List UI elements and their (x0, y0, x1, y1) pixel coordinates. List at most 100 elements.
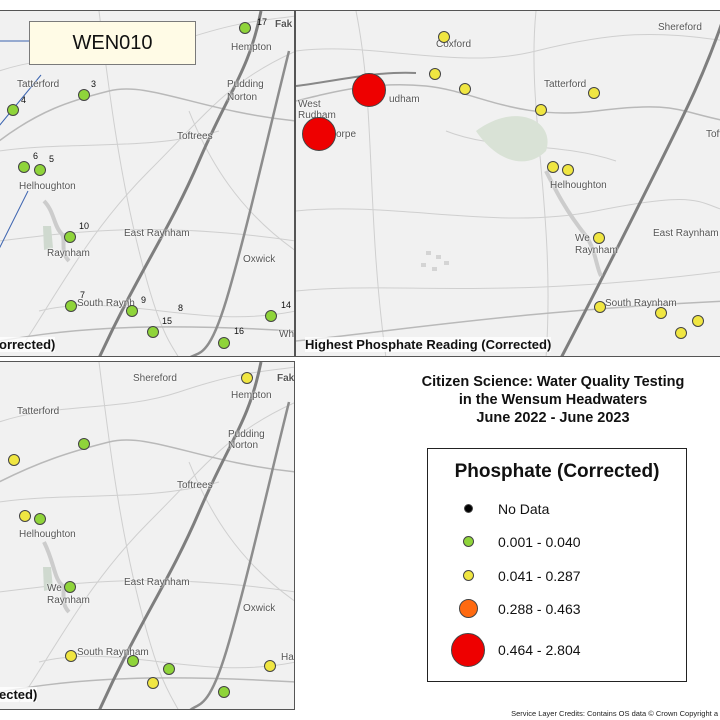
site-number-label: 7 (80, 290, 86, 300)
sample-site-marker[interactable] (147, 677, 159, 689)
site-number-label: 6 (33, 151, 39, 161)
legend-label: 0.464 - 2.804 (498, 642, 581, 658)
place-label: orpe (336, 129, 357, 140)
sample-site-marker[interactable] (429, 68, 441, 80)
place-label: Tatterford (17, 406, 60, 417)
base-map-bottom-left (0, 362, 294, 709)
place-label: We (47, 583, 62, 594)
place-label: East Raynham (124, 228, 190, 239)
sample-site-marker[interactable] (588, 87, 600, 99)
panel-caption: Highest Phosphate Reading (Corrected) (305, 337, 552, 352)
place-label: Raynham (47, 595, 90, 606)
sample-site-marker[interactable] (65, 650, 77, 662)
sample-site-marker[interactable] (241, 372, 253, 384)
place-label: We (575, 233, 590, 244)
legend-symbol (463, 570, 474, 581)
place-label: Tatterford (17, 79, 60, 90)
site-number-label: 17 (257, 17, 268, 27)
place-label: Shereford (658, 22, 702, 33)
sample-site-marker[interactable] (34, 513, 46, 525)
sample-site-marker[interactable] (562, 164, 574, 176)
place-label: Toftrees (177, 131, 213, 142)
sample-site-marker[interactable] (78, 89, 90, 101)
place-label: Rudham (298, 110, 336, 121)
legend-label: 0.001 - 0.040 (498, 534, 581, 550)
sample-site-marker[interactable] (64, 581, 76, 593)
place-label: Pudding (227, 79, 264, 90)
site-number-label: 4 (21, 95, 27, 105)
sample-site-marker[interactable] (692, 315, 704, 327)
place-label: Helhoughton (19, 529, 76, 540)
sample-site-marker[interactable] (218, 686, 230, 698)
place-label: Raynham (575, 245, 618, 256)
sample-site-marker[interactable] (65, 300, 77, 312)
place-label: East Raynham (653, 228, 719, 239)
place-label: Fak (275, 19, 293, 30)
place-label: Ha (281, 652, 294, 663)
legend: Phosphate (Corrected) No Data 0.001 - 0.… (427, 448, 687, 682)
site-number-label: 3 (91, 79, 97, 89)
sample-site-marker[interactable] (19, 510, 31, 522)
place-label: Helhoughton (19, 181, 76, 192)
place-label: Helhoughton (550, 180, 607, 191)
sample-site-marker[interactable] (64, 231, 76, 243)
place-label: udham (389, 94, 420, 105)
sample-site-marker[interactable] (8, 454, 20, 466)
place-label: Shereford (133, 373, 177, 384)
place-label: Whis (279, 329, 294, 340)
place-label: Toftrees (177, 480, 213, 491)
place-label: West (298, 99, 321, 110)
sample-site-marker[interactable] (265, 310, 277, 322)
place-label: Toft (706, 129, 720, 140)
sample-site-marker[interactable] (147, 326, 159, 338)
site-number-label: 15 (162, 316, 173, 326)
panel-caption: ected) (0, 687, 38, 702)
place-label: Norton (228, 440, 259, 451)
map-panel-top-left[interactable]: Fak Hempton Pudding Norton Tatterford To… (0, 10, 295, 357)
sample-site-marker[interactable] (127, 655, 139, 667)
site-callout: WEN010 (29, 21, 196, 65)
sample-site-marker[interactable] (34, 164, 46, 176)
legend-label: 0.041 - 0.287 (498, 568, 581, 584)
sample-site-marker[interactable] (547, 161, 559, 173)
site-number-label: 8 (178, 303, 184, 313)
site-number-label: 5 (49, 154, 55, 164)
sample-site-marker[interactable] (264, 660, 276, 672)
place-label: South Raynham (77, 647, 149, 658)
site-number-label: 10 (79, 221, 90, 231)
sample-site-marker[interactable] (655, 307, 667, 319)
sample-site-marker[interactable] (78, 438, 90, 450)
map-panel-top-right[interactable]: Shereford Coxford Tatterford West Rudham… (295, 10, 720, 357)
place-label: Fak (277, 373, 295, 384)
sample-site-marker[interactable] (18, 161, 30, 173)
sample-site-marker[interactable] (593, 232, 605, 244)
place-label: Norton (227, 92, 258, 103)
legend-symbol (464, 504, 473, 513)
place-label: East Raynham (124, 577, 190, 588)
sample-site-marker[interactable] (239, 22, 251, 34)
title-line: Citizen Science: Water Quality Testing (421, 374, 685, 390)
sample-site-marker[interactable] (594, 301, 606, 313)
site-number-label: 9 (141, 295, 147, 305)
place-label: Tatterford (544, 79, 587, 90)
legend-symbol (459, 599, 478, 618)
sample-site-marker[interactable] (218, 337, 230, 349)
place-label: Oxwick (243, 603, 276, 614)
sample-site-marker[interactable] (459, 83, 471, 95)
place-label: Hempton (231, 42, 272, 53)
site-number-label: 14 (281, 300, 292, 310)
place-label: Coxford (436, 39, 472, 50)
sample-site-marker[interactable] (438, 31, 450, 43)
legend-item: 0.288 - 0.463 (428, 594, 686, 624)
title-line: June 2022 - June 2023 (476, 410, 630, 426)
map-panel-bottom-left[interactable]: Shereford Fak Hempton Tatterford Pudding… (0, 361, 295, 710)
sample-site-marker[interactable] (535, 104, 547, 116)
sample-site-marker[interactable] (163, 663, 175, 675)
place-label: South Raynh (77, 298, 135, 309)
sample-site-marker[interactable] (675, 327, 687, 339)
legend-title: Phosphate (Corrected) (454, 461, 660, 482)
sample-site-marker[interactable] (302, 117, 336, 151)
sample-site-marker[interactable] (126, 305, 138, 317)
sample-site-marker[interactable] (7, 104, 19, 116)
sample-site-marker[interactable] (352, 73, 386, 107)
